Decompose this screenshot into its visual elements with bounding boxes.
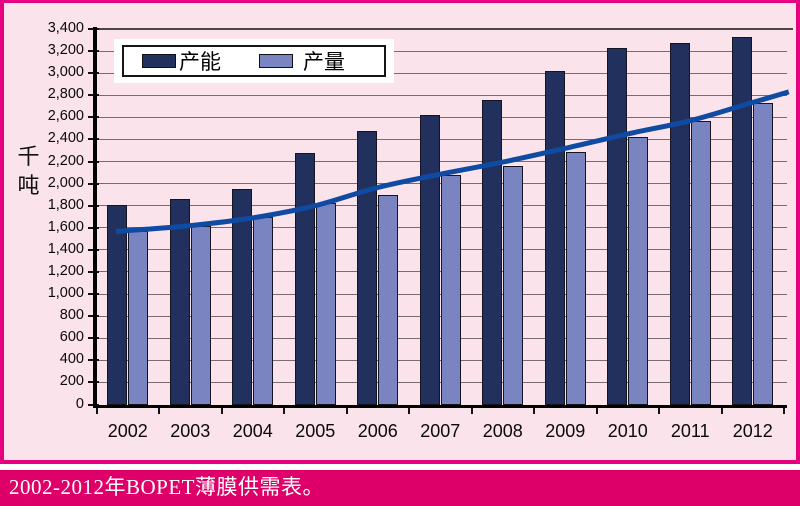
bar-production-2004 <box>253 216 274 405</box>
y-axis-line <box>93 27 97 408</box>
x-tick-label: 2004 <box>232 421 273 441</box>
x-tick-label: 2010 <box>607 421 648 441</box>
y-tick-label: 800 <box>59 307 84 324</box>
y-tick-label: 0 <box>75 395 84 412</box>
x-tick <box>220 407 223 414</box>
legend-label-production: 产量 <box>303 50 345 74</box>
y-tick-label: 2,600 <box>47 108 84 125</box>
y-tick-label: 200 <box>59 373 84 390</box>
bar-production-2008 <box>503 165 524 405</box>
bar-capacity-2003 <box>169 199 190 405</box>
y-tick-label: 1,400 <box>47 240 84 257</box>
x-tick <box>345 407 348 414</box>
y-tick-label: 1,000 <box>47 285 84 302</box>
bar-capacity-2011 <box>669 43 690 405</box>
bar-production-2010 <box>628 137 649 405</box>
x-tick <box>533 407 535 414</box>
bar-production-2006 <box>378 194 399 405</box>
x-tick <box>470 407 473 414</box>
x-tick-label: 2008 <box>482 421 523 441</box>
bar-capacity-2002 <box>107 204 128 405</box>
bar-capacity-2008 <box>482 99 503 405</box>
caption-text: 2002-2012年BOPET薄膜供需表。 <box>9 475 324 499</box>
y-tick-label: 2,200 <box>47 152 84 169</box>
bar-production-2003 <box>190 225 211 405</box>
y-tick-label: 1,600 <box>47 218 84 235</box>
bar-capacity-2004 <box>232 189 253 405</box>
bar-production-2009 <box>565 151 586 405</box>
legend-swatch-capacity <box>142 54 176 68</box>
legend-box: 产能 产量 <box>122 45 386 77</box>
x-tick-label: 2005 <box>295 421 336 441</box>
y-tick-label: 2,400 <box>47 130 84 147</box>
chart-panel: 千吨 0 200 400 600 800 1,000 1,200 1,400 1,600 1,80… <box>0 0 800 464</box>
y-tick-label: 3,200 <box>47 42 84 59</box>
gridline <box>96 72 787 74</box>
y-tick-label: 1,200 <box>47 262 84 279</box>
legend-label-capacity: 产能 <box>179 50 221 74</box>
x-tick <box>158 407 160 414</box>
x-tick <box>595 407 598 414</box>
x-tick <box>408 407 410 414</box>
x-tick <box>283 407 285 414</box>
y-tick-label: 2,000 <box>47 174 84 191</box>
x-tick <box>95 407 98 414</box>
bar-production-2011 <box>690 120 711 405</box>
x-tick-label: 2007 <box>420 421 461 441</box>
bar-capacity-2007 <box>419 115 440 405</box>
bar-production-2012 <box>753 102 774 405</box>
bar-capacity-2005 <box>294 152 315 405</box>
caption-bar: 2002-2012年BOPET薄膜供需表。 <box>0 470 800 506</box>
y-tick-label: 2,800 <box>47 86 84 103</box>
x-tick-label: 2003 <box>170 421 211 441</box>
bar-capacity-2012 <box>732 36 753 405</box>
x-tick-label: 2012 <box>732 421 773 441</box>
x-tick <box>720 407 723 414</box>
x-tick <box>658 407 660 414</box>
y-tick-label: 3,000 <box>47 64 84 81</box>
bar-production-2005 <box>315 203 336 405</box>
gridline <box>96 50 787 52</box>
bar-capacity-2009 <box>544 70 565 405</box>
x-tick-label: 2006 <box>357 421 398 441</box>
bar-production-2007 <box>440 174 461 405</box>
x-tick <box>783 407 785 414</box>
gridline <box>96 28 793 30</box>
x-tick-label: 2009 <box>545 421 586 441</box>
y-tick-label: 1,800 <box>47 196 84 213</box>
y-tick-label: 3,400 <box>47 20 84 36</box>
legend: 产能 产量 <box>114 39 394 83</box>
x-tick-label: 2011 <box>670 421 710 441</box>
divider <box>0 464 800 470</box>
bar-capacity-2010 <box>607 47 628 405</box>
x-tick-label: 2002 <box>107 421 148 441</box>
bar-production-2002 <box>128 231 149 405</box>
y-tick-label: 600 <box>59 329 84 346</box>
legend-swatch-production <box>259 54 293 68</box>
y-axis-title: 千吨 <box>17 144 40 198</box>
bar-capacity-2006 <box>357 130 378 405</box>
y-tick-label: 400 <box>59 351 84 368</box>
x-axis-line <box>93 404 787 408</box>
